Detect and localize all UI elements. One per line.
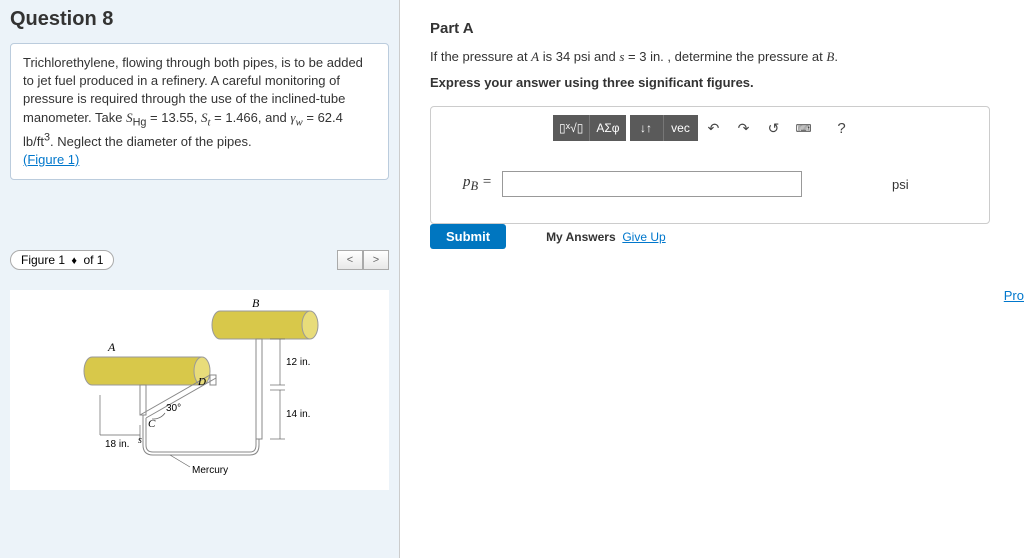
figure-link[interactable]: (Figure 1) xyxy=(23,152,79,167)
left-panel: Question 8 Trichlorethylene, flowing thr… xyxy=(0,0,400,558)
prompt-end: . xyxy=(834,49,838,64)
right-panel: Part A If the pressure at A is 34 psi an… xyxy=(410,0,1024,249)
instruction-line: Express your answer using three signific… xyxy=(430,75,1024,90)
label-D: D xyxy=(197,376,206,388)
problem-statement: Trichlorethylene, flowing through both p… xyxy=(23,55,363,149)
undo-button[interactable]: ↶ xyxy=(700,115,728,141)
toolbar-group-2: ↓↑ vec xyxy=(630,115,698,141)
figure-toolbar: Figure 1 ♦ of 1 < > xyxy=(10,250,389,270)
toolbar-group-1: ▯x√▯ ΑΣφ xyxy=(553,115,626,141)
figure-button-label: Figure 1 xyxy=(21,253,65,267)
label-18in: 18 in. xyxy=(105,439,129,450)
label-s: s xyxy=(138,435,142,446)
vec-button[interactable]: vec xyxy=(664,115,698,141)
figure-prev-button[interactable]: < xyxy=(337,250,363,270)
figure-svg: A B 30° D C 18 in. s 12 in. 14 in. Mercu… xyxy=(70,295,330,485)
figure-nav: < > xyxy=(337,250,389,270)
reset-button[interactable]: ↺ xyxy=(760,115,788,141)
prompt-mid2: = 3 in. , determine the pressure at xyxy=(624,49,826,64)
provide-feedback-link[interactable]: Pro xyxy=(1004,288,1024,303)
prompt-line: If the pressure at A is 34 psi and s = 3… xyxy=(430,49,1024,65)
greek-button[interactable]: ΑΣφ xyxy=(590,115,625,141)
redo-button[interactable]: ↷ xyxy=(730,115,758,141)
keyboard-button[interactable]: ⌨ xyxy=(790,115,818,141)
question-title: Question 8 xyxy=(10,8,389,31)
unit-label: psi xyxy=(892,177,909,192)
equation-toolbar: ▯x√▯ ΑΣφ ↓↑ vec ↶ ↷ ↺ ⌨ ? xyxy=(433,109,987,147)
answer-input-row: pB = psi xyxy=(433,147,987,221)
label-A: A xyxy=(107,340,116,354)
part-title: Part A xyxy=(430,20,1024,37)
templates-button[interactable]: ▯x√▯ xyxy=(553,115,590,141)
submit-button[interactable]: Submit xyxy=(430,224,506,249)
prompt-prefix: If the pressure at xyxy=(430,49,531,64)
label-12in: 12 in. xyxy=(286,357,310,368)
figure-next-button[interactable]: > xyxy=(363,250,389,270)
templates-icon: ▯x√▯ xyxy=(559,121,583,135)
answer-input[interactable] xyxy=(502,171,802,197)
label-C: C xyxy=(148,418,156,430)
scripts-button[interactable]: ↓↑ xyxy=(630,115,664,141)
label-angle: 30° xyxy=(166,403,181,414)
label-mercury: Mercury xyxy=(192,465,228,476)
answers-links: My Answers Give Up xyxy=(546,230,666,244)
submit-row: Submit My Answers Give Up xyxy=(430,224,1024,249)
figure-count-label: of 1 xyxy=(83,253,103,267)
prompt-mid1: is 34 psi and xyxy=(539,49,619,64)
my-answers-label: My Answers xyxy=(546,230,616,244)
question-text-box: Trichlorethylene, flowing through both p… xyxy=(10,43,389,180)
help-button[interactable]: ? xyxy=(828,115,856,141)
give-up-link[interactable]: Give Up xyxy=(622,230,665,244)
label-14in: 14 in. xyxy=(286,409,310,420)
label-B: B xyxy=(252,296,260,310)
equation-label: pB = xyxy=(463,174,492,194)
figure-select-button[interactable]: Figure 1 ♦ of 1 xyxy=(10,250,114,270)
figure-dropdown-icon: ♦ xyxy=(68,255,80,267)
answer-box: ▯x√▯ ΑΣφ ↓↑ vec ↶ ↷ ↺ ⌨ ? pB = psi xyxy=(430,106,990,224)
figure-area: A B 30° D C 18 in. s 12 in. 14 in. Mercu… xyxy=(10,290,389,490)
prompt-A: A xyxy=(531,49,539,64)
